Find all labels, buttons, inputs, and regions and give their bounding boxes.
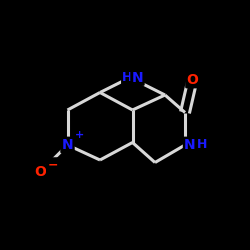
Text: N: N	[184, 138, 196, 152]
Text: O: O	[186, 73, 198, 87]
Text: N: N	[62, 138, 73, 152]
Text: +: +	[76, 130, 84, 140]
Text: H: H	[122, 71, 133, 84]
Text: O: O	[34, 166, 46, 179]
Text: −: −	[47, 158, 58, 172]
Text: H: H	[197, 138, 208, 151]
Text: N: N	[132, 70, 143, 85]
